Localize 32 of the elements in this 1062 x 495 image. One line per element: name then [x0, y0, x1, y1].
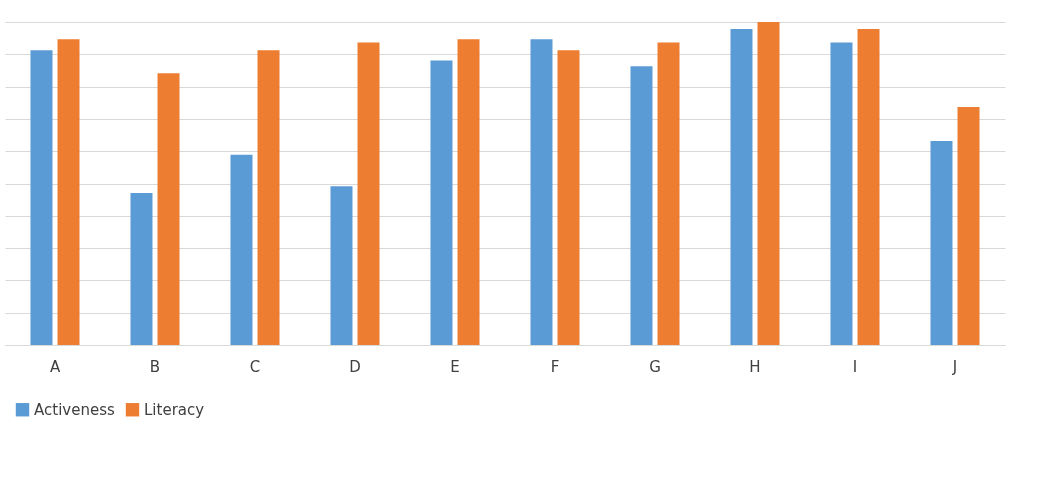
bar — [257, 50, 280, 345]
bar — [357, 42, 380, 345]
x-tick-label: I — [852, 357, 858, 376]
bar — [130, 192, 153, 345]
bar — [157, 73, 180, 345]
x-tick-label: J — [951, 357, 958, 376]
x-tick-label: C — [249, 357, 261, 376]
x-tick-label: D — [349, 357, 361, 376]
bar — [857, 28, 880, 345]
legend-label: Literacy — [144, 400, 205, 419]
bar — [330, 186, 353, 345]
x-tick-label: F — [550, 357, 560, 376]
bar — [657, 42, 680, 345]
bar — [530, 39, 553, 345]
legend-label: Activeness — [34, 400, 115, 419]
x-tick-label: A — [49, 357, 61, 376]
x-tick-label: G — [649, 357, 661, 376]
bar — [730, 28, 753, 345]
bar — [830, 42, 853, 345]
bar — [457, 39, 480, 345]
x-tick-label: B — [149, 357, 161, 376]
bar — [230, 154, 253, 345]
bar — [930, 140, 953, 345]
bar — [57, 39, 80, 345]
bar — [630, 66, 653, 345]
bar — [957, 107, 980, 345]
bar — [757, 22, 780, 345]
bar — [557, 50, 580, 345]
x-tick-label: H — [749, 357, 761, 376]
bar — [30, 50, 53, 345]
bar — [430, 60, 453, 345]
x-tick-label: E — [450, 357, 460, 376]
